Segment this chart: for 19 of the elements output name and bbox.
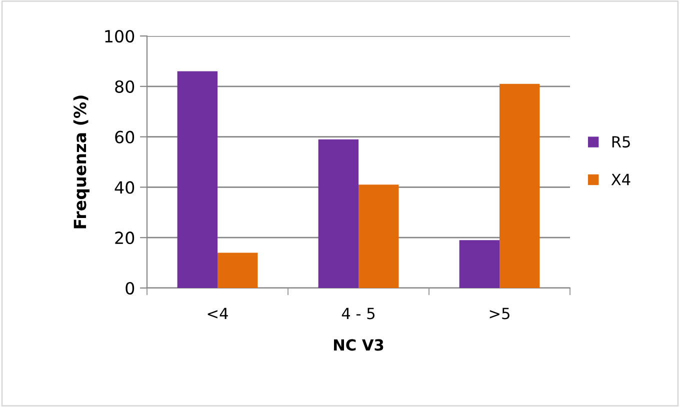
x-tick-label: 4 - 5 (342, 308, 374, 320)
legend-label: X4 (611, 174, 630, 186)
bar (218, 252, 258, 288)
x-tick-label: <4 (208, 308, 228, 320)
y-tick-label: 100 (105, 30, 134, 43)
x-tick-label: >5 (490, 308, 510, 320)
y-tick-label: 60 (115, 130, 134, 144)
y-tick-label: 40 (114, 181, 134, 194)
bar (358, 184, 399, 288)
y-axis-title: Frequenza (%) (73, 96, 90, 228)
x-axis-title: NC V3 (334, 339, 384, 351)
bar (177, 71, 218, 288)
y-tick-label: 20 (115, 232, 134, 244)
y-tick-label: 80 (115, 80, 134, 93)
bar (318, 139, 358, 288)
legend-label: R5 (612, 136, 630, 148)
bar (500, 84, 540, 288)
bar (459, 240, 500, 288)
y-tick-label: 0 (126, 282, 134, 295)
